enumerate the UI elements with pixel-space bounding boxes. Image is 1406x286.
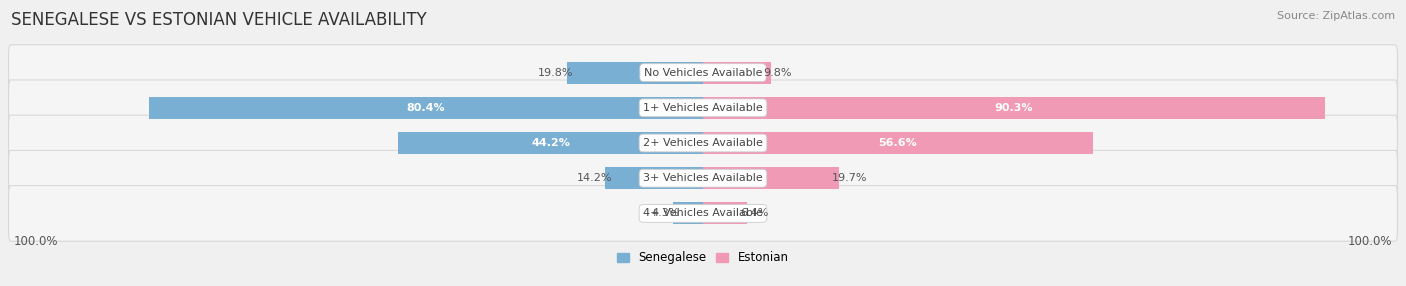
FancyBboxPatch shape [8, 45, 1398, 100]
Bar [673, 202, 703, 224]
Text: 100.0%: 100.0% [14, 235, 59, 248]
Text: 6.4%: 6.4% [740, 208, 769, 219]
Bar [149, 97, 703, 119]
Text: 1+ Vehicles Available: 1+ Vehicles Available [643, 103, 763, 113]
Text: 14.2%: 14.2% [576, 173, 612, 183]
Text: 4.3%: 4.3% [652, 208, 681, 219]
FancyBboxPatch shape [8, 115, 1398, 171]
Bar [703, 132, 1092, 154]
Text: 44.2%: 44.2% [531, 138, 571, 148]
Text: 19.8%: 19.8% [538, 67, 574, 78]
Text: 90.3%: 90.3% [995, 103, 1033, 113]
Bar [703, 202, 747, 224]
Text: 56.6%: 56.6% [879, 138, 917, 148]
Bar [567, 62, 703, 84]
Bar [398, 132, 703, 154]
Text: 2+ Vehicles Available: 2+ Vehicles Available [643, 138, 763, 148]
Bar [703, 62, 770, 84]
Text: 19.7%: 19.7% [832, 173, 868, 183]
Bar [703, 167, 839, 189]
FancyBboxPatch shape [8, 186, 1398, 241]
Text: 80.4%: 80.4% [406, 103, 446, 113]
Text: Source: ZipAtlas.com: Source: ZipAtlas.com [1277, 11, 1395, 21]
FancyBboxPatch shape [8, 150, 1398, 206]
Bar [605, 167, 703, 189]
Text: SENEGALESE VS ESTONIAN VEHICLE AVAILABILITY: SENEGALESE VS ESTONIAN VEHICLE AVAILABIL… [11, 11, 427, 29]
FancyBboxPatch shape [8, 80, 1398, 136]
Text: 100.0%: 100.0% [1347, 235, 1392, 248]
Legend: Senegalese, Estonian: Senegalese, Estonian [613, 247, 793, 269]
Text: 3+ Vehicles Available: 3+ Vehicles Available [643, 173, 763, 183]
Bar [703, 97, 1324, 119]
Text: No Vehicles Available: No Vehicles Available [644, 67, 762, 78]
Text: 9.8%: 9.8% [763, 67, 792, 78]
Text: 4+ Vehicles Available: 4+ Vehicles Available [643, 208, 763, 219]
